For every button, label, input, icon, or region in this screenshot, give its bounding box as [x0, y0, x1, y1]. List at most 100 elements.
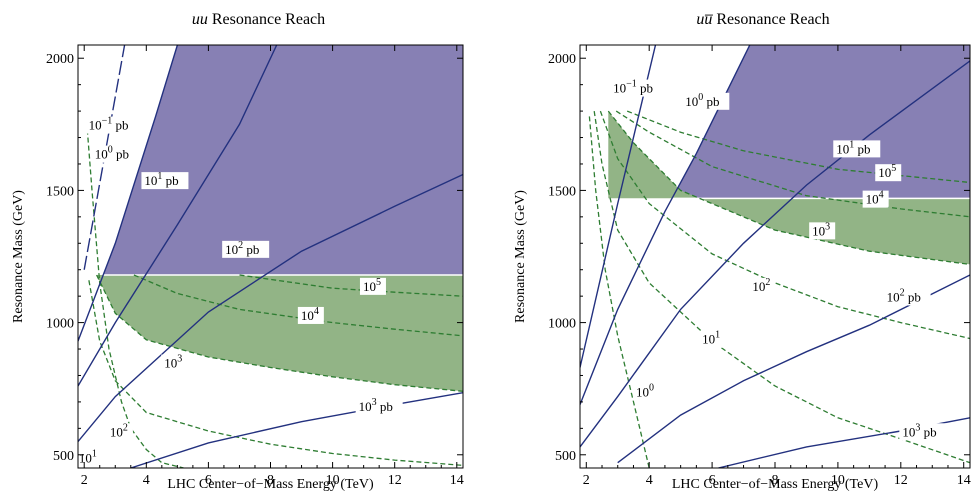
sigma-label-0-text: 10−1 pb	[89, 116, 129, 133]
sigma-label-3-bg	[883, 288, 931, 306]
event-label-3-text: 103	[812, 221, 830, 238]
sigma-label-2-bg	[141, 172, 189, 190]
sigma-contour-1	[580, 45, 751, 405]
event-label-0-bg	[75, 449, 102, 467]
x-axis-label: LHC Center−of−Mass Energy (TeV)	[672, 477, 879, 492]
event-label-3-bg	[809, 222, 836, 240]
x-tick-label: 2	[583, 473, 590, 488]
x-tick-label: 12	[894, 473, 908, 488]
event-label-4-bg	[359, 277, 386, 295]
x-tick-label: 4	[646, 473, 653, 488]
event-label-4: 105	[359, 277, 386, 295]
chart-title: uu̅ Resonance Reach	[696, 11, 829, 28]
event-label-3: 104	[297, 306, 324, 324]
event-label-0: 101	[75, 449, 102, 467]
event-label-1-text: 101	[702, 330, 720, 347]
sigma-label-3-text: 102 pb	[887, 287, 921, 304]
event-label-3-bg	[297, 306, 324, 324]
event-contour-1	[88, 280, 463, 467]
event-label-1: 101	[699, 330, 726, 348]
event-label-1-text: 102	[110, 422, 128, 439]
y-tick-label: 1500	[46, 184, 74, 199]
event-label-2-text: 102	[752, 277, 770, 294]
x-tick-label: 8	[772, 473, 779, 488]
event-label-2-text: 103	[164, 354, 182, 371]
sigma-label-4-text: 103 pb	[902, 422, 936, 439]
sigma-contour-2	[580, 60, 970, 448]
event-label-2: 102	[749, 277, 776, 295]
event-label-3-text: 104	[301, 306, 319, 323]
event-contour-0	[86, 129, 184, 468]
discovery-region-purple	[672, 45, 970, 199]
sigma-label-0-text: 10−1 pb	[613, 79, 653, 96]
plot-area	[78, 45, 463, 468]
plot-area	[580, 45, 970, 468]
event-label-2: 103	[161, 354, 188, 372]
chart-title: uu Resonance Reach	[192, 11, 325, 28]
sigma-label-3: 102 pb	[883, 287, 931, 306]
sigma-label-4-text: 103 pb	[359, 397, 393, 414]
event-label-5: 105	[875, 163, 902, 182]
sigma-label-0-bg	[85, 116, 139, 134]
x-tick-label: 14	[450, 473, 464, 488]
event-contour-4	[615, 110, 970, 218]
x-tick-label: 10	[326, 473, 340, 488]
sigma-label-2: 101 pb	[141, 171, 189, 190]
sigma-label-2-text: 101 pb	[836, 139, 870, 156]
event-contour-5	[626, 110, 970, 184]
sigma-label-1: 100 pb	[682, 92, 730, 110]
sigma-label-0-bg	[610, 79, 664, 97]
sigma-label-0: 10−1 pb	[610, 79, 664, 97]
event-label-2-bg	[749, 277, 776, 295]
x-tick-label: 6	[205, 473, 212, 488]
x-tick-label: 8	[267, 473, 274, 488]
event-label-0-text: 100	[636, 383, 654, 400]
sigma-contour-1	[78, 45, 179, 342]
event-label-4-text: 104	[866, 190, 884, 207]
x-tick-label: 10	[831, 473, 845, 488]
sigma-label-4-bg	[899, 423, 947, 441]
event-label-0-bg	[633, 383, 660, 401]
y-tick-label: 500	[555, 449, 576, 464]
sigma-label-2-bg	[833, 140, 881, 158]
y-tick-label: 500	[53, 449, 74, 464]
event-label-4: 104	[862, 190, 889, 208]
x-tick-label: 2	[81, 473, 88, 488]
x-axis-label: LHC Center−of−Mass Energy (TeV)	[167, 477, 374, 492]
event-label-1: 102	[106, 422, 133, 441]
event-label-3: 103	[809, 221, 836, 240]
sigma-contour-0	[580, 45, 657, 368]
sigma-label-4-bg	[355, 398, 403, 416]
sigma-label-0: 10−1 pb	[85, 116, 139, 134]
sigma-label-1: 100 pb	[91, 145, 139, 163]
sigma-label-1-text: 100 pb	[685, 92, 719, 109]
sigma-label-4: 103 pb	[899, 422, 947, 441]
y-tick-label: 1500	[548, 184, 576, 199]
y-tick-label: 2000	[46, 52, 74, 67]
sigma-label-4: 103 pb	[355, 397, 403, 416]
event-contour-2	[599, 110, 970, 340]
y-tick-label: 2000	[548, 52, 576, 67]
sigma-label-2-text: 101 pb	[144, 171, 178, 188]
sigma-label-3-bg	[222, 240, 270, 258]
event-contour-3	[607, 110, 970, 266]
event-label-1-bg	[106, 423, 133, 441]
discovery-region-purple	[103, 45, 463, 275]
sigma-label-1-bg	[91, 145, 139, 163]
y-tick-label: 1000	[46, 317, 74, 332]
sigma-label-2: 101 pb	[833, 139, 881, 158]
y-axis-label: Resonance Mass (GeV)	[513, 190, 528, 323]
sigma-label-1-text: 100 pb	[95, 145, 129, 162]
event-label-1-bg	[699, 330, 726, 348]
sigma-contour-4	[130, 392, 463, 468]
x-tick-label: 14	[957, 473, 971, 488]
sigma-label-3: 102 pb	[222, 240, 270, 258]
event-label-5-bg	[875, 164, 902, 182]
x-tick-label: 12	[388, 473, 402, 488]
y-axis-label: Resonance Mass (GeV)	[11, 190, 26, 323]
event-label-5-text: 105	[878, 163, 896, 180]
y-tick-label: 1000	[548, 317, 576, 332]
